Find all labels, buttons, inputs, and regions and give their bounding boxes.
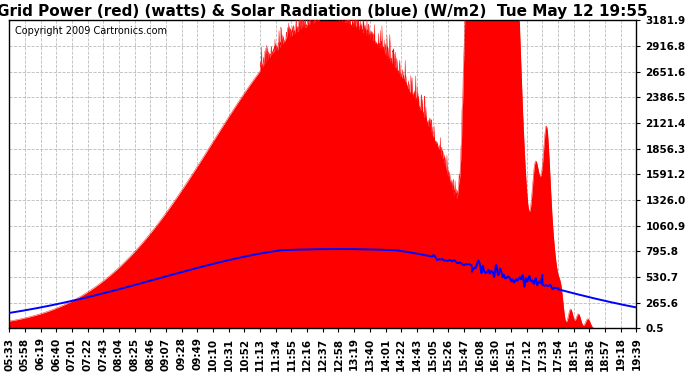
Text: Copyright 2009 Cartronics.com: Copyright 2009 Cartronics.com — [15, 27, 168, 36]
Title: Grid Power (red) (watts) & Solar Radiation (blue) (W/m2)  Tue May 12 19:55: Grid Power (red) (watts) & Solar Radiati… — [0, 4, 648, 19]
